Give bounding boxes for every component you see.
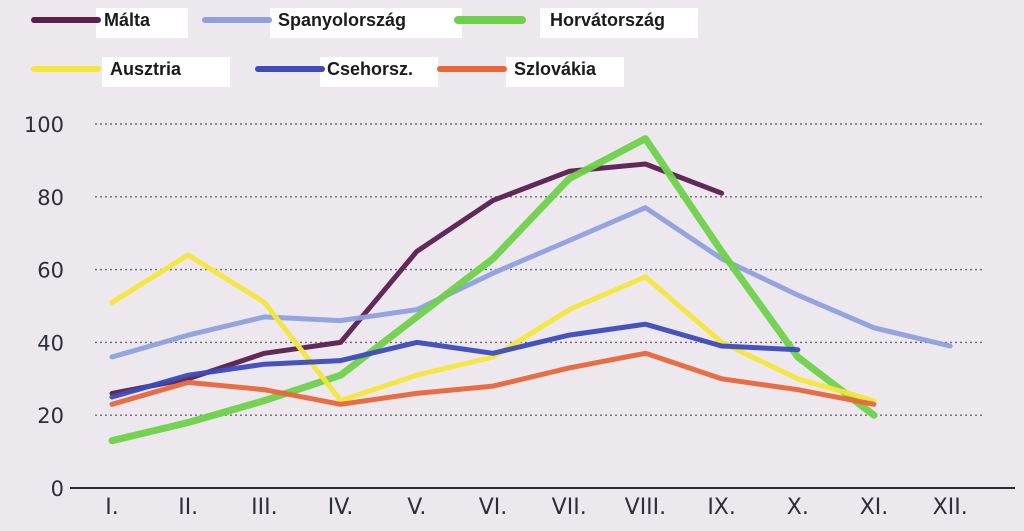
x-tick-label: III. [251, 495, 277, 520]
series-line-1 [109, 205, 953, 360]
series-line-5 [109, 350, 877, 407]
legend-label: Csehorsz. [327, 59, 413, 79]
legend-label: Szlovákia [514, 59, 597, 79]
legend-label-bg [506, 57, 624, 87]
y-tick-label: 40 [37, 331, 64, 355]
legend-label-bg [102, 57, 230, 87]
x-tick-label: VII. [552, 495, 587, 520]
legend-label-bg [270, 8, 462, 38]
y-tick-label: 20 [37, 404, 64, 428]
x-tick-label: V. [407, 495, 426, 520]
legend: Málta Spanyolország Horvátország Ausztria Cs… [31, 8, 698, 87]
series-line-2 [108, 135, 878, 445]
y-tick-label: 100 [24, 113, 64, 137]
legend-label: Ausztria [110, 59, 182, 79]
x-tick-label: XII. [933, 495, 968, 520]
x-tick-label: IV. [328, 495, 354, 520]
x-tick-label: II. [178, 495, 198, 520]
legend-label-bg [96, 8, 188, 38]
series-line-3 [109, 252, 877, 404]
legend-label: Málta [104, 10, 151, 30]
series-line-0 [109, 161, 725, 396]
series-line-4 [109, 321, 801, 400]
legend-label: Horvátország [550, 10, 665, 30]
legend-label: Spanyolország [278, 10, 406, 30]
x-tick-label: I. [105, 495, 118, 520]
x-tick-label: VIII. [625, 495, 667, 520]
axes: 0 20 40 60 80 100 I. II. III. IV. V. VI. VII. VIII. IX… [24, 113, 1015, 520]
y-tick-label: 0 [51, 477, 64, 501]
x-tick-label: XI. [860, 495, 889, 520]
x-tick-label: VI. [479, 495, 508, 520]
y-tick-label: 80 [37, 186, 64, 210]
x-tick-label: X. [787, 495, 809, 520]
y-tick-label: 60 [37, 259, 64, 283]
series-lines [108, 135, 953, 445]
legend-label-bg [540, 8, 698, 38]
legend-label-bg [320, 57, 438, 87]
x-tick-label: IX. [707, 495, 736, 520]
